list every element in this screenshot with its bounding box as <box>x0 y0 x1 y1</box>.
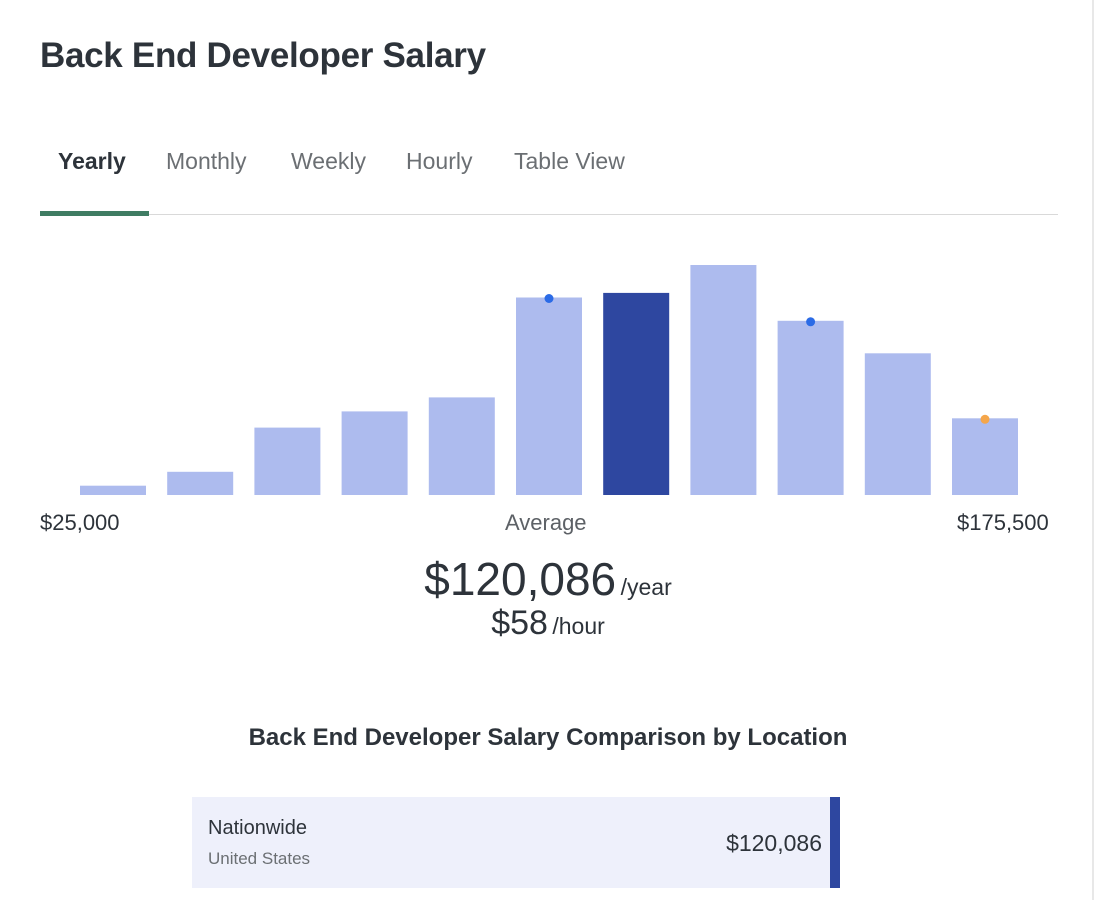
location-salary: $120,086 <box>726 830 822 856</box>
page-title: Back End Developer Salary <box>40 36 486 75</box>
histogram-bar <box>952 418 1018 495</box>
tab-weekly[interactable]: Weekly <box>291 148 366 174</box>
histogram-bar <box>690 265 757 495</box>
average-label: Average <box>505 510 587 535</box>
yearly-unit: /year <box>620 574 672 600</box>
histogram-bar <box>516 297 582 495</box>
average-salary: $120,086 /year $58 /hour <box>0 552 1096 643</box>
bar-marker-dot <box>544 294 554 303</box>
hourly-salary-value: $58 <box>491 604 548 642</box>
comparison-title: Back End Developer Salary Comparison by … <box>248 724 848 751</box>
location-country: United States <box>208 849 311 868</box>
active-tab-indicator <box>40 211 149 216</box>
histogram-bar <box>341 411 408 495</box>
tab-yearly[interactable]: Yearly <box>58 148 126 174</box>
bar-marker-dot <box>806 317 816 327</box>
location-row-nationwide[interactable]: Nationwide United States $120,086 <box>192 797 840 888</box>
bar-marker-dot <box>980 414 990 424</box>
histogram-bar-average <box>603 292 670 495</box>
period-tabs: Yearly Monthly Weekly Hourly Table View <box>40 138 1058 216</box>
histogram-bar <box>777 320 844 495</box>
hourly-unit: /hour <box>552 613 605 639</box>
tab-table-view[interactable]: Table View <box>514 148 625 174</box>
tab-monthly[interactable]: Monthly <box>166 148 247 174</box>
histogram-bar <box>428 397 495 495</box>
yearly-salary-value: $120,086 <box>424 553 617 605</box>
location-name: Nationwide <box>208 817 307 839</box>
salary-histogram <box>80 265 1018 495</box>
max-salary-label: $175,500 <box>957 510 1049 535</box>
histogram-bar <box>80 485 146 495</box>
histogram-bar <box>254 427 321 495</box>
tab-hourly[interactable]: Hourly <box>406 148 473 174</box>
histogram-bar <box>167 471 234 495</box>
histogram-bar <box>864 353 931 495</box>
min-salary-label: $25,000 <box>40 510 120 535</box>
